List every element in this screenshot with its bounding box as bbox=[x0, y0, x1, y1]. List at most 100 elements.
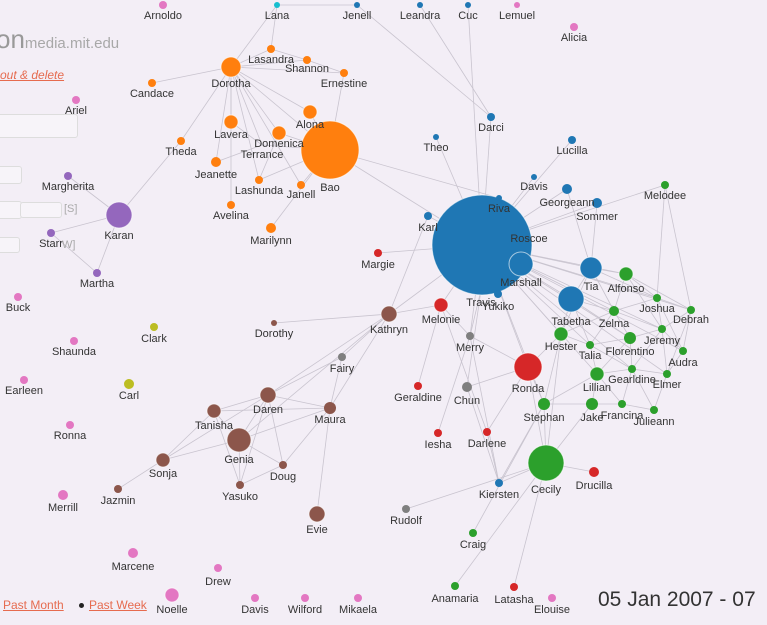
node-travis[interactable] bbox=[480, 289, 482, 291]
node-clark[interactable] bbox=[150, 323, 158, 331]
node-marshall[interactable] bbox=[508, 251, 534, 277]
node-hester[interactable] bbox=[553, 326, 569, 342]
node-shannon[interactable] bbox=[303, 56, 311, 64]
node-darci[interactable] bbox=[487, 113, 495, 121]
node-earleen[interactable] bbox=[20, 376, 28, 384]
node-gearldine[interactable] bbox=[628, 365, 636, 373]
node-lavera[interactable] bbox=[223, 114, 239, 130]
node-ronna[interactable] bbox=[66, 421, 74, 429]
node-candace[interactable] bbox=[148, 79, 156, 87]
faded-toggle-4[interactable] bbox=[0, 237, 20, 253]
node-ernestine[interactable] bbox=[340, 69, 348, 77]
node-davis2[interactable] bbox=[251, 594, 259, 602]
node-marilynn[interactable] bbox=[266, 223, 276, 233]
node-cuc[interactable] bbox=[465, 2, 471, 8]
node-lucilla[interactable] bbox=[568, 136, 576, 144]
node-kathryn[interactable] bbox=[380, 305, 398, 323]
node-jazmin[interactable] bbox=[114, 485, 122, 493]
node-talia[interactable] bbox=[586, 341, 594, 349]
node-melonie[interactable] bbox=[433, 297, 449, 313]
node-dorotha[interactable] bbox=[220, 56, 242, 78]
node-daren[interactable] bbox=[259, 386, 277, 404]
node-georgeann[interactable] bbox=[562, 184, 572, 194]
node-doug[interactable] bbox=[279, 461, 287, 469]
node-martha[interactable] bbox=[93, 269, 101, 277]
faded-toggle-3[interactable] bbox=[20, 202, 62, 218]
node-lasandra[interactable] bbox=[267, 45, 275, 53]
node-stephan[interactable] bbox=[538, 398, 550, 410]
node-chun[interactable] bbox=[462, 382, 472, 392]
node-melodee[interactable] bbox=[661, 181, 669, 189]
node-craig[interactable] bbox=[469, 529, 477, 537]
node-lashunda[interactable] bbox=[255, 176, 263, 184]
node-julieann[interactable] bbox=[650, 406, 658, 414]
node-mikaela[interactable] bbox=[354, 594, 362, 602]
node-kiersten[interactable] bbox=[495, 479, 503, 487]
node-zelma[interactable] bbox=[609, 306, 619, 316]
node-tanisha[interactable] bbox=[206, 403, 222, 419]
node-lemuel[interactable] bbox=[514, 2, 520, 8]
node-drucilla[interactable] bbox=[589, 467, 599, 477]
node-florentino[interactable] bbox=[624, 332, 636, 344]
node-sommer[interactable] bbox=[592, 198, 602, 208]
node-fairy[interactable] bbox=[338, 353, 346, 361]
node-debrah[interactable] bbox=[687, 306, 695, 314]
faded-toggle-1[interactable] bbox=[0, 166, 22, 184]
node-theda[interactable] bbox=[177, 137, 185, 145]
node-bao[interactable] bbox=[300, 120, 360, 180]
node-lana[interactable] bbox=[274, 2, 280, 8]
faded-input-box[interactable] bbox=[0, 114, 78, 138]
node-yasuko[interactable] bbox=[236, 481, 244, 489]
node-ronda[interactable] bbox=[513, 352, 543, 382]
node-avelina[interactable] bbox=[227, 201, 235, 209]
node-maura[interactable] bbox=[324, 402, 336, 414]
node-theo[interactable] bbox=[433, 134, 439, 140]
node-jenell[interactable] bbox=[354, 2, 360, 8]
node-jeremy[interactable] bbox=[658, 325, 666, 333]
node-domenica[interactable] bbox=[271, 125, 287, 141]
node-iesha[interactable] bbox=[434, 429, 442, 437]
node-karl[interactable] bbox=[424, 212, 432, 220]
node-riva[interactable] bbox=[496, 195, 502, 201]
node-jake[interactable] bbox=[586, 398, 598, 410]
node-wilford[interactable] bbox=[301, 594, 309, 602]
node-francina[interactable] bbox=[618, 400, 626, 408]
node-elmer[interactable] bbox=[663, 370, 671, 378]
node-anamaria[interactable] bbox=[451, 582, 459, 590]
node-genia[interactable] bbox=[226, 427, 252, 453]
node-ariel[interactable] bbox=[72, 96, 80, 104]
node-arnoldo[interactable] bbox=[159, 1, 167, 9]
node-carl[interactable] bbox=[124, 379, 134, 389]
node-margie[interactable] bbox=[374, 249, 382, 257]
node-starr[interactable] bbox=[47, 229, 55, 237]
node-roscoe[interactable] bbox=[431, 194, 533, 296]
node-marcene[interactable] bbox=[128, 548, 138, 558]
past-week-link[interactable]: Past Week bbox=[89, 598, 147, 612]
node-alona[interactable] bbox=[302, 104, 318, 120]
node-leandra[interactable] bbox=[417, 2, 423, 8]
node-davis[interactable] bbox=[531, 174, 537, 180]
node-noelle[interactable] bbox=[164, 587, 180, 603]
past-month-link[interactable]: Past Month bbox=[3, 598, 64, 612]
node-shaunda[interactable] bbox=[70, 337, 78, 345]
node-sonja[interactable] bbox=[155, 452, 171, 468]
node-darlene[interactable] bbox=[483, 428, 491, 436]
node-jeanette[interactable] bbox=[211, 157, 221, 167]
node-alfonso[interactable] bbox=[618, 266, 634, 282]
node-cecily[interactable] bbox=[527, 444, 565, 482]
node-dorothy[interactable] bbox=[271, 320, 277, 326]
node-lillian[interactable] bbox=[589, 366, 605, 382]
node-rudolf[interactable] bbox=[402, 505, 410, 513]
faded-toggle-2[interactable] bbox=[0, 201, 22, 219]
node-geraldine[interactable] bbox=[414, 382, 422, 390]
node-alicia[interactable] bbox=[570, 23, 578, 31]
node-latasha[interactable] bbox=[510, 583, 518, 591]
node-karan[interactable] bbox=[105, 201, 133, 229]
node-margherita[interactable] bbox=[64, 172, 72, 180]
node-tia[interactable] bbox=[579, 256, 603, 280]
node-janell[interactable] bbox=[297, 181, 305, 189]
node-buck[interactable] bbox=[14, 293, 22, 301]
logout-delete-link[interactable]: out & delete bbox=[0, 68, 65, 82]
node-merrill[interactable] bbox=[58, 490, 68, 500]
